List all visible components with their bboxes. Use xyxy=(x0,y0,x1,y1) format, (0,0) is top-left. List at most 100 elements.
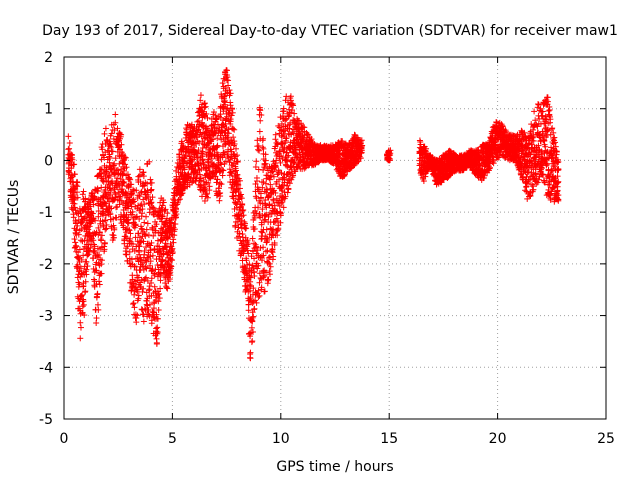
data-point xyxy=(123,234,130,241)
data-point xyxy=(131,304,138,311)
data-point xyxy=(80,188,87,195)
data-point xyxy=(97,170,104,177)
data-point xyxy=(93,280,100,287)
data-point xyxy=(122,161,129,168)
data-point xyxy=(141,247,148,254)
data-point xyxy=(143,213,150,220)
data-point xyxy=(109,148,116,155)
data-point xyxy=(120,167,127,174)
data-point xyxy=(71,171,78,178)
data-point xyxy=(122,154,129,161)
data-point xyxy=(109,180,116,187)
data-point xyxy=(115,138,122,145)
data-point xyxy=(112,111,119,118)
data-point xyxy=(77,324,84,331)
data-point xyxy=(74,183,81,190)
data-point xyxy=(95,213,102,220)
chart-title: Day 193 of 2017, Sidereal Day-to-day VTE… xyxy=(42,23,618,39)
data-point xyxy=(118,141,125,148)
data-point xyxy=(68,174,75,181)
data-point xyxy=(85,203,92,210)
data-point xyxy=(272,131,279,138)
data-point xyxy=(74,222,81,229)
data-point xyxy=(92,217,99,224)
data-point xyxy=(101,240,108,247)
data-point xyxy=(246,330,253,337)
x-tick-labels: 0 5 10 15 20 25 xyxy=(60,431,615,447)
data-point xyxy=(96,281,103,288)
data-point xyxy=(89,216,96,223)
data-point xyxy=(253,158,260,165)
data-point xyxy=(247,355,254,362)
data-point xyxy=(144,220,151,227)
data-point xyxy=(98,270,105,277)
data-point xyxy=(78,219,85,226)
data-point xyxy=(107,140,114,147)
data-point xyxy=(66,145,73,152)
data-point xyxy=(285,185,292,192)
data-point xyxy=(91,243,98,250)
data-point xyxy=(273,139,280,146)
data-point xyxy=(201,197,208,204)
data-point xyxy=(216,197,223,204)
y-tick-label-3: -2 xyxy=(39,257,53,273)
data-point xyxy=(122,251,129,258)
data-point xyxy=(78,256,85,263)
data-point xyxy=(71,161,78,168)
data-point xyxy=(108,205,115,212)
data-point xyxy=(108,130,115,137)
data-point xyxy=(93,315,100,322)
data-point xyxy=(105,172,112,179)
data-point xyxy=(265,276,272,283)
data-point xyxy=(98,257,105,264)
data-point xyxy=(123,251,130,258)
data-point xyxy=(101,246,108,253)
data-point xyxy=(248,324,255,331)
data-point xyxy=(126,175,133,182)
data-point xyxy=(84,263,91,270)
data-point xyxy=(96,251,103,258)
data-point xyxy=(133,319,140,326)
data-point xyxy=(280,105,287,112)
y-tick-label-7: 2 xyxy=(44,50,53,66)
data-point xyxy=(163,284,170,291)
data-point xyxy=(103,164,110,171)
data-point xyxy=(107,211,114,218)
data-point xyxy=(102,190,109,197)
data-point xyxy=(78,270,85,277)
data-point xyxy=(123,164,130,171)
data-point xyxy=(82,278,89,285)
data-point xyxy=(76,246,83,253)
data-point xyxy=(106,173,113,180)
y-axis-label: SDTVAR / TECUs xyxy=(6,180,22,295)
x-tick-label-3: 15 xyxy=(380,431,398,447)
data-point xyxy=(197,92,204,99)
data-point xyxy=(70,214,77,221)
data-point xyxy=(141,219,148,226)
data-point xyxy=(77,319,84,326)
data-point xyxy=(94,301,101,308)
x-tick-label-4: 20 xyxy=(489,431,507,447)
data-point xyxy=(106,155,113,162)
data-point xyxy=(130,300,137,307)
data-point xyxy=(260,135,267,142)
data-point xyxy=(96,229,103,236)
data-point xyxy=(97,166,104,173)
data-point xyxy=(101,130,108,137)
data-point xyxy=(227,102,234,109)
data-point xyxy=(555,165,562,172)
data-point xyxy=(79,291,86,298)
data-point xyxy=(112,169,119,176)
data-point xyxy=(119,171,126,178)
data-point xyxy=(135,292,142,299)
y-tick-label-1: -4 xyxy=(39,360,53,376)
data-point xyxy=(230,125,237,132)
data-point xyxy=(140,318,147,325)
data-point xyxy=(148,186,155,193)
data-point xyxy=(65,146,72,153)
y-tick-label-2: -3 xyxy=(39,309,53,325)
data-points xyxy=(65,67,562,362)
data-point xyxy=(531,108,538,115)
data-point xyxy=(74,274,81,281)
